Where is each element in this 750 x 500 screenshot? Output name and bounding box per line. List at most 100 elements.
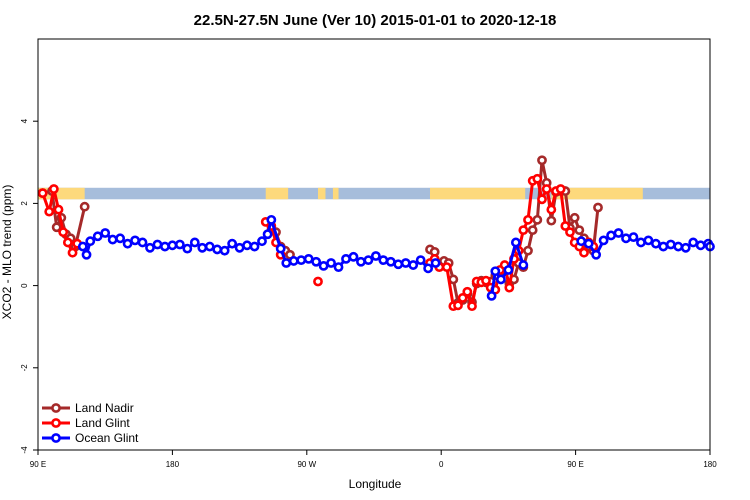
- legend-label: Land Nadir: [75, 401, 134, 415]
- data-point: [53, 204, 64, 215]
- data-point: [182, 243, 193, 254]
- data-point: [370, 251, 381, 261]
- data-point: [523, 245, 533, 256]
- land-segment-3: [332, 187, 339, 200]
- data-point: [160, 241, 170, 252]
- data-point: [85, 236, 96, 247]
- data-point: [606, 230, 616, 241]
- data-point: [490, 266, 501, 277]
- data-point: [326, 258, 336, 268]
- data-point: [643, 235, 654, 246]
- data-point: [152, 239, 163, 250]
- data-point: [79, 201, 90, 212]
- data-point: [58, 227, 69, 238]
- x-tick-label: 180: [703, 460, 717, 469]
- data-point: [448, 274, 459, 285]
- data-point: [242, 240, 252, 251]
- data-point: [532, 173, 543, 184]
- land-segment-5: [551, 187, 643, 200]
- data-point: [167, 240, 178, 251]
- data-point: [680, 242, 691, 253]
- legend-label: Ocean Glint: [75, 431, 139, 445]
- data-point: [546, 204, 557, 215]
- data-point: [62, 237, 73, 248]
- series-ocean-glint: [77, 214, 715, 301]
- data-point: [688, 237, 699, 248]
- data-point: [527, 225, 538, 236]
- data-point: [576, 236, 587, 247]
- legend-marker: [51, 403, 61, 413]
- data-point: [504, 282, 515, 293]
- data-point: [189, 237, 200, 248]
- data-point: [673, 241, 684, 252]
- data-point: [565, 227, 575, 238]
- x-axis-title: Longitude: [349, 477, 402, 491]
- data-point: [546, 215, 557, 226]
- series-layer: [37, 155, 715, 312]
- data-point: [51, 222, 62, 233]
- data-point: [145, 242, 155, 253]
- y-tick-label: 4: [20, 118, 29, 123]
- data-point: [281, 258, 292, 268]
- chart-title: 22.5N-27.5N June (Ver 10) 2015-01-01 to …: [194, 12, 557, 29]
- data-point: [44, 206, 55, 217]
- data-point: [77, 241, 88, 252]
- data-point: [579, 247, 589, 258]
- data-point: [385, 256, 396, 267]
- data-point: [341, 253, 351, 264]
- data-point: [249, 241, 260, 252]
- data-point: [574, 225, 585, 236]
- x-axis: 90 E 180 90 W 0 90 E 180: [30, 450, 717, 469]
- data-point: [523, 214, 533, 225]
- data-point: [560, 221, 571, 231]
- data-point: [467, 301, 477, 312]
- data-point: [569, 212, 580, 223]
- land-segment-2: [318, 187, 326, 200]
- data-point: [613, 228, 624, 238]
- data-point: [621, 233, 631, 244]
- x-tick-label: 180: [166, 460, 180, 469]
- data-point: [591, 249, 602, 260]
- data-point: [67, 247, 78, 258]
- ocean-band: [38, 187, 710, 200]
- data-point: [393, 259, 404, 270]
- data-point: [92, 231, 103, 242]
- data-point: [650, 238, 661, 249]
- data-point: [262, 229, 273, 240]
- data-point: [107, 234, 118, 245]
- data-point: [583, 238, 594, 249]
- data-point: [503, 265, 514, 275]
- legend-marker: [51, 433, 61, 443]
- land-segment-1: [265, 187, 289, 200]
- legend-label: Land Glint: [75, 416, 130, 430]
- data-point: [122, 238, 133, 249]
- data-point: [130, 235, 140, 246]
- data-point: [453, 300, 463, 311]
- data-point: [174, 239, 185, 250]
- y-tick-label: 2: [20, 201, 29, 206]
- data-point: [204, 241, 215, 252]
- data-point: [400, 258, 411, 268]
- data-point: [441, 262, 452, 273]
- data-point: [363, 255, 374, 266]
- data-point: [266, 214, 277, 225]
- x-tick-label: 90 E: [30, 460, 46, 469]
- land-segment-0: [38, 187, 85, 200]
- data-point: [555, 184, 566, 194]
- x-tick-label: 90 W: [297, 460, 316, 469]
- data-point: [462, 286, 473, 297]
- data-point: [227, 238, 238, 249]
- data-point: [318, 260, 329, 271]
- data-point: [333, 262, 344, 273]
- y-tick-label: -4: [20, 446, 29, 454]
- data-point: [296, 255, 307, 266]
- data-point: [212, 244, 223, 255]
- y-tick-label: 0: [20, 283, 29, 288]
- data-point: [197, 242, 208, 253]
- data-point: [234, 242, 245, 253]
- data-point: [593, 202, 603, 213]
- data-point: [219, 245, 230, 256]
- data-point: [598, 235, 609, 246]
